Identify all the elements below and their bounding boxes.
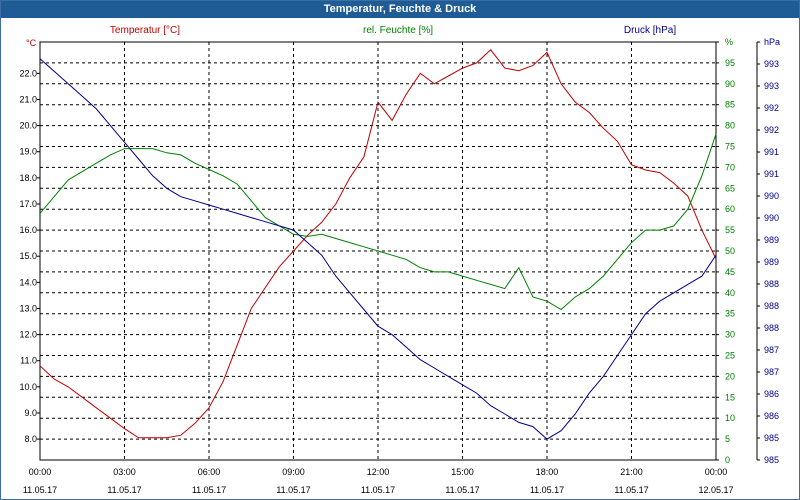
humidity-tick-label: 5: [725, 434, 730, 444]
series-lines: [39, 49, 717, 440]
temp-tick-label: 11.0: [20, 356, 37, 366]
x-tick-date: 11.05.17: [445, 485, 479, 495]
pressure-tick-label: 988: [764, 323, 779, 333]
humidity-tick-label: 10: [725, 413, 735, 423]
temp-tick-label: 19.0: [19, 147, 37, 157]
x-tick-date: 11.05.17: [192, 485, 226, 495]
pressure-tick-label: 987: [764, 367, 779, 377]
humidity-tick-label: 60: [725, 204, 735, 214]
temp-tick-label: 8.0: [24, 434, 37, 444]
humidity-tick-label: 55: [725, 225, 735, 235]
pressure-tick-label: 991: [764, 147, 779, 157]
humidity-unit-label: %: [725, 37, 733, 47]
pressure-tick-label: 992: [764, 103, 779, 113]
temp-tick-label: 10.0: [19, 382, 37, 392]
x-tick-time: 03:00: [113, 467, 136, 477]
humidity-tick-label: 45: [725, 267, 735, 277]
temp-tick-label: 13.0: [19, 303, 37, 313]
humidity-tick-label: 80: [725, 121, 735, 131]
x-tick-time: 21:00: [620, 467, 643, 477]
pressure-tick-label: 990: [764, 213, 779, 223]
x-tick-time: 00:00: [705, 467, 728, 477]
temp-tick-label: 17.0: [19, 199, 37, 209]
humidity-tick-label: 20: [725, 371, 735, 381]
temp-tick-label: 12.0: [19, 330, 37, 340]
humidity-tick-label: 65: [725, 183, 735, 193]
humidity-tick-label: 35: [725, 309, 735, 319]
pressure-tick-label: 988: [764, 301, 779, 311]
humidity-tick-label: 95: [725, 58, 735, 68]
pressure-unit-label: hPa: [764, 37, 780, 47]
x-tick-time: 00:00: [29, 467, 52, 477]
temp-tick-label: 9.0: [24, 408, 37, 418]
pressure-tick-label: 992: [764, 125, 779, 135]
humidity-tick-label: 0: [725, 455, 730, 465]
pressure-tick-label: 987: [764, 345, 779, 355]
humidity-tick-label: 85: [725, 100, 735, 110]
pressure-tick-label: 991: [764, 169, 779, 179]
x-tick-date: 11.05.17: [276, 485, 310, 495]
temp-tick-label: 14.0: [19, 277, 37, 287]
x-tick-time: 12:00: [367, 467, 390, 477]
humidity-tick-label: 90: [725, 79, 735, 89]
temp-tick-label: 20.0: [19, 121, 37, 131]
humidity-axis-title: rel. Feuchte [%]: [363, 25, 433, 36]
temp-tick-label: 22.0: [19, 68, 37, 78]
pressure-axis-title: Druck [hPa]: [624, 25, 676, 36]
pressure-tick-label: 993: [764, 59, 779, 69]
pressure-tick-label: 989: [764, 235, 779, 245]
humidity-series-line: [39, 133, 717, 311]
humidity-tick-label: 25: [725, 351, 735, 361]
temp-tick-label: 16.0: [19, 225, 37, 235]
temp-tick-label: 15.0: [19, 251, 37, 261]
humidity-tick-label: 40: [725, 288, 735, 298]
pressure-tick-label: 989: [764, 257, 779, 267]
humidity-tick-label: 70: [725, 162, 735, 172]
x-tick-date: 11.05.17: [361, 485, 395, 495]
chart-title: Temperatur, Feuchte & Druck: [1, 1, 799, 18]
x-tick-date: 11.05.17: [530, 485, 564, 495]
x-tick-time: 18:00: [536, 467, 559, 477]
temperature-series-line: [39, 49, 717, 439]
pressure-tick-label: 986: [764, 411, 779, 421]
pressure-tick-label: 986: [764, 389, 779, 399]
temp-tick-label: 18.0: [19, 173, 37, 183]
pressure-tick-label: 985: [764, 455, 779, 465]
temp-unit-label: °C: [26, 38, 37, 48]
x-tick-date: 11.05.17: [107, 485, 141, 495]
axis-labels: 00:00 11.05.17 03:00 11.05.17 06:00 11.05.17 0…: [19, 25, 780, 495]
humidity-tick-label: 75: [725, 142, 735, 152]
pressure-tick-label: 985: [764, 433, 779, 443]
temperature-axis-title: Temperatur [°C]: [110, 25, 180, 36]
pressure-tick-label: 988: [764, 279, 779, 289]
x-tick-time: 06:00: [198, 467, 221, 477]
humidity-tick-label: 30: [725, 330, 735, 340]
humidity-tick-label: 50: [725, 246, 735, 256]
x-tick-date: 11.05.17: [23, 485, 57, 495]
x-tick-time: 09:00: [282, 467, 305, 477]
x-tick-time: 15:00: [451, 467, 474, 477]
pressure-tick-label: 993: [764, 81, 779, 91]
pressure-series-line: [39, 58, 717, 440]
temp-tick-label: 21.0: [19, 94, 37, 104]
x-tick-date: 11.05.17: [614, 485, 648, 495]
humidity-tick-label: 15: [725, 392, 735, 402]
x-tick-date: 12.05.17: [698, 485, 733, 495]
pressure-tick-label: 990: [764, 191, 779, 201]
